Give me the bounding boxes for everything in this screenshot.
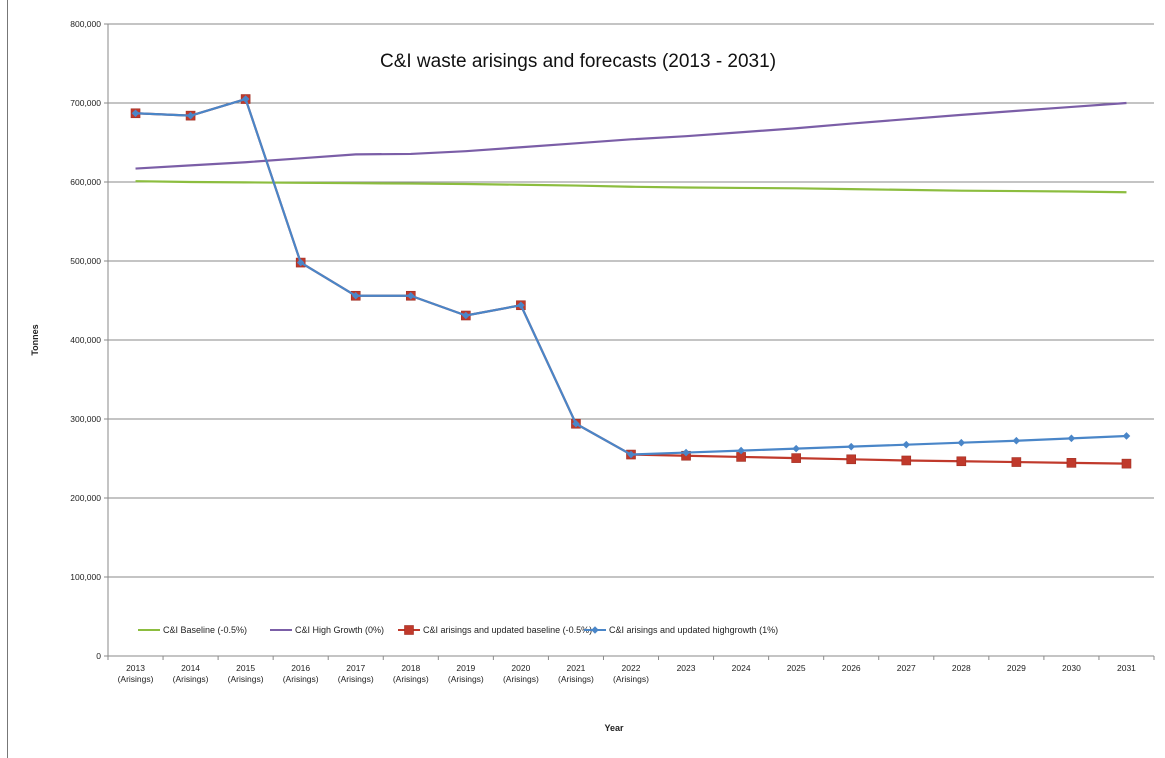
x-tick-label: (Arisings) (338, 674, 374, 684)
data-point-square (1121, 458, 1132, 469)
data-point-diamond (957, 438, 966, 447)
x-axis-title: Year (604, 723, 624, 733)
x-tick-label: 2021 (566, 663, 585, 673)
series-line (135, 97, 1127, 456)
data-point-diamond (1122, 432, 1131, 440)
series-group (135, 180, 1127, 194)
legend-label: C&I Baseline (-0.5%) (163, 625, 247, 635)
x-tick-label: (Arisings) (228, 674, 264, 684)
x-tick-label: 2024 (732, 663, 751, 673)
data-point-square (1066, 458, 1077, 468)
x-tick-label: 2027 (897, 663, 916, 673)
x-tick-label: (Arisings) (173, 674, 209, 684)
series-group (135, 101, 1127, 170)
y-tick-label: 600,000 (70, 177, 101, 187)
legend-item: C&I High Growth (0%) (270, 625, 384, 635)
y-axis-title: Tonnes (30, 324, 40, 355)
legend-label: C&I arisings and updated baseline (-0.5%… (423, 625, 592, 635)
y-tick-label: 100,000 (70, 572, 101, 582)
data-point-diamond (572, 419, 580, 428)
x-tick-label: 2022 (622, 663, 641, 673)
x-tick-label: (Arisings) (613, 674, 649, 684)
legend-item: C&I Baseline (-0.5%) (138, 625, 247, 635)
data-point-diamond (1012, 436, 1021, 445)
x-tick-label: (Arisings) (393, 674, 429, 684)
x-tick-label: 2014 (181, 663, 200, 673)
x-tick-label: 2028 (952, 663, 971, 673)
data-point-square (846, 454, 857, 465)
y-tick-label: 800,000 (70, 19, 101, 29)
x-tick-label: (Arisings) (448, 674, 484, 684)
data-point-diamond (351, 291, 360, 300)
y-tick-label: 500,000 (70, 256, 101, 266)
legend-label: C&I arisings and updated highgrowth (1%) (609, 625, 778, 635)
legend-item: C&I arisings and updated highgrowth (1%) (584, 625, 778, 635)
y-tick-label: 400,000 (70, 335, 101, 345)
y-tick-label: 0 (96, 651, 101, 661)
x-tick-label: 2020 (511, 663, 530, 673)
frame-left-border (7, 0, 8, 758)
data-point-diamond (902, 440, 911, 449)
data-point-diamond (462, 311, 470, 320)
data-point-diamond (406, 291, 415, 300)
series-line (135, 97, 1127, 465)
x-tick-label: 2018 (401, 663, 420, 673)
x-tick-label: 2019 (456, 663, 475, 673)
data-point-diamond (591, 626, 599, 634)
data-point-diamond (682, 448, 690, 457)
legend-label: C&I High Growth (0%) (295, 625, 384, 635)
x-tick-label: (Arisings) (558, 674, 594, 684)
data-point-square (956, 456, 967, 467)
data-point-diamond (186, 111, 195, 120)
series-group (130, 94, 1132, 469)
x-tick-label: 2023 (677, 663, 696, 673)
x-tick-label: 2030 (1062, 663, 1081, 673)
x-tick-label: (Arisings) (503, 674, 539, 684)
x-tick-label: 2016 (291, 663, 310, 673)
series-line (135, 101, 1127, 170)
data-point-diamond (847, 442, 856, 451)
data-point-diamond (627, 450, 635, 459)
series-line (135, 180, 1127, 194)
x-tick-label: 2031 (1117, 663, 1136, 673)
x-tick-label: (Arisings) (118, 674, 154, 684)
y-tick-label: 700,000 (70, 98, 101, 108)
y-tick-label: 200,000 (70, 493, 101, 503)
x-tick-label: 2025 (787, 663, 806, 673)
x-tick-label: 2026 (842, 663, 861, 673)
chart-title: C&I waste arisings and forecasts (2013 -… (380, 51, 776, 72)
x-tick-label: 2017 (346, 663, 365, 673)
data-point-square (1011, 457, 1022, 467)
x-tick-label: 2029 (1007, 663, 1026, 673)
data-point-diamond (737, 446, 745, 455)
data-point-square (901, 455, 912, 466)
data-point-square (404, 625, 414, 635)
axes: 0 100,000 200,000 300,000 400,000 500,000 600,… (70, 19, 1155, 684)
x-tick-label: (Arisings) (283, 674, 319, 684)
gridlines (108, 23, 1154, 578)
y-tick-label: 300,000 (70, 414, 101, 424)
series-lines (130, 94, 1132, 469)
legend: C&I Baseline (-0.5%) C&I High Growth (0%)… (138, 625, 778, 635)
series-group (131, 95, 1131, 459)
data-point-diamond (1067, 434, 1076, 443)
data-point-square (791, 453, 801, 463)
data-point-diamond (517, 301, 525, 310)
legend-item: C&I arisings and updated baseline (-0.5%… (398, 625, 592, 635)
data-point-diamond (131, 109, 140, 118)
data-point-diamond (792, 444, 800, 453)
data-point-diamond (241, 95, 250, 103)
x-tick-label: 2013 (126, 663, 145, 673)
x-tick-label: 2015 (236, 663, 255, 673)
data-point-diamond (296, 258, 305, 267)
